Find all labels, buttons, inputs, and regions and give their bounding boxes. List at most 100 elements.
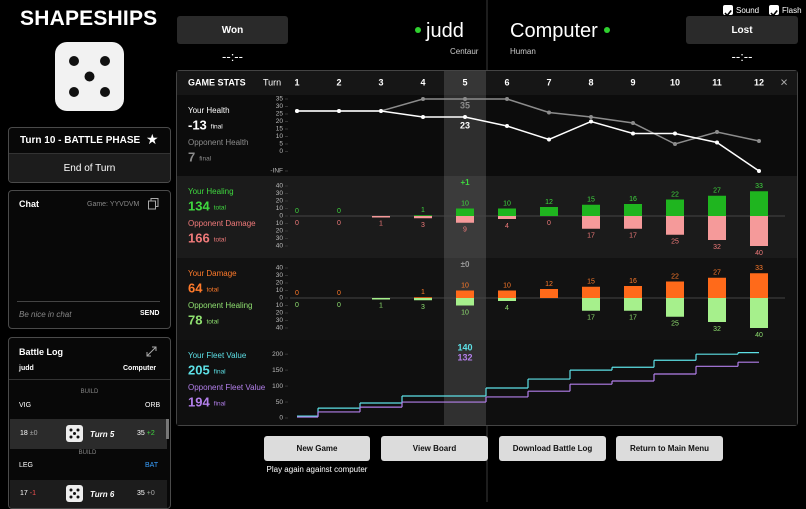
turn-number: 3 — [378, 77, 383, 87]
value-label: 33 — [755, 183, 763, 190]
flash-label[interactable]: Flash — [782, 6, 802, 15]
bar — [666, 199, 684, 216]
health-point — [379, 109, 383, 113]
value-label: 4 — [505, 223, 509, 230]
scrollbar[interactable] — [166, 419, 169, 439]
y-tick-label: 30 — [276, 317, 284, 324]
new-game-button[interactable]: New Game — [264, 436, 370, 461]
bar — [750, 298, 768, 328]
log-ship: LEG — [19, 462, 34, 469]
status-dot — [604, 27, 610, 33]
dice-icon — [66, 485, 83, 502]
series-summary: 134 — [188, 198, 210, 213]
bar — [456, 298, 474, 306]
turn-number: 12 — [754, 77, 764, 87]
y-tick-label: 0 — [279, 415, 283, 422]
health-point — [463, 115, 467, 119]
y-tick-label: 30 — [276, 235, 284, 242]
y-tick-label: 40 — [276, 325, 284, 332]
value-label: 32 — [713, 244, 721, 251]
value-label: 16 — [629, 278, 637, 285]
value-label: 0 — [295, 208, 299, 215]
annotation: +1 — [460, 178, 470, 187]
value-label: 9 — [463, 227, 467, 234]
dice-icon[interactable] — [54, 41, 125, 112]
flash-checkbox[interactable] — [769, 5, 779, 17]
value-label: 10 — [503, 282, 511, 289]
value-label: 0 — [295, 290, 299, 297]
health-point — [757, 139, 761, 143]
player-name: judd — [426, 20, 464, 42]
bar — [624, 204, 642, 216]
app-title: SHAPESHIPS — [20, 7, 158, 30]
health-point — [757, 169, 761, 173]
turn-number: 4 — [420, 77, 425, 87]
health-point — [673, 131, 677, 136]
value-label: 10 — [461, 282, 469, 289]
y-tick-label: 40 — [276, 183, 284, 190]
y-tick-label: 20 — [276, 228, 284, 235]
stats-title: GAME STATS — [188, 77, 246, 87]
health-point — [631, 121, 635, 125]
health-value: 35 — [137, 430, 145, 437]
y-tick-label: 100 — [272, 383, 283, 390]
value-label: 0 — [295, 220, 299, 227]
series-summary: 78 — [188, 312, 202, 327]
health-value: 17 — [20, 490, 28, 497]
sound-label[interactable]: Sound — [736, 6, 760, 15]
turn-phase: Turn 10 - BATTLE PHASE — [20, 135, 141, 146]
bar — [582, 298, 600, 311]
value-label: 32 — [713, 326, 721, 333]
health-point — [715, 140, 719, 145]
send-button[interactable]: SEND — [140, 310, 160, 317]
expand-icon[interactable] — [146, 346, 157, 357]
series-name: Your Healing — [188, 187, 234, 196]
y-tick-label: 50 — [276, 399, 284, 406]
log-turn-row — [10, 419, 167, 449]
series-name: Opponent Damage — [188, 219, 256, 228]
y-tick-label: 30 — [276, 190, 284, 197]
view-board-button[interactable]: View Board — [381, 436, 488, 461]
chat-title: Chat — [19, 199, 39, 209]
health-point — [505, 124, 509, 128]
battle-log-title: Battle Log — [19, 347, 63, 357]
annotation: 140 — [457, 342, 472, 352]
value-label: 1 — [379, 221, 383, 228]
annotation: ±0 — [461, 260, 470, 269]
y-tick-label: 5 — [279, 141, 283, 148]
log-turn: Turn 6 — [90, 490, 115, 499]
value-label: 0 — [337, 208, 341, 215]
bar — [624, 298, 642, 311]
bar — [498, 216, 516, 219]
log-turn: Turn 5 — [90, 430, 115, 439]
copy-icon[interactable] — [148, 198, 159, 210]
health-point — [421, 115, 425, 119]
close-button[interactable]: × — [780, 74, 788, 89]
main-menu-button[interactable]: Return to Main Menu — [616, 436, 723, 461]
value-label: 3 — [421, 222, 425, 229]
series-name: Opponent Healing — [188, 301, 253, 310]
chat-input[interactable]: Be nice in chat — [19, 310, 72, 319]
turn-number: 2 — [336, 77, 341, 87]
bar — [750, 273, 768, 298]
summary-unit: total — [214, 237, 227, 244]
value-label: 22 — [671, 273, 679, 280]
bar — [582, 286, 600, 298]
bar — [498, 298, 516, 301]
result-badge: Won — [177, 16, 288, 44]
bar — [540, 289, 558, 298]
value-label: 17 — [629, 233, 637, 240]
download-log-button[interactable]: Download Battle Log — [499, 436, 606, 461]
y-tick-label: 20 — [276, 198, 284, 205]
section-bg — [177, 258, 797, 340]
turn-number: 1 — [294, 77, 299, 87]
timer: --:-- — [222, 49, 243, 64]
value-label: 1 — [421, 289, 425, 296]
y-tick-label: -INF — [270, 168, 283, 175]
end-turn-button[interactable]: End of Turn — [9, 153, 170, 182]
chat-separator — [17, 301, 160, 302]
result-badge: Lost — [686, 16, 798, 44]
star-icon[interactable]: ★ — [146, 131, 159, 147]
sound-checkbox[interactable] — [723, 5, 733, 17]
bar — [624, 216, 642, 229]
